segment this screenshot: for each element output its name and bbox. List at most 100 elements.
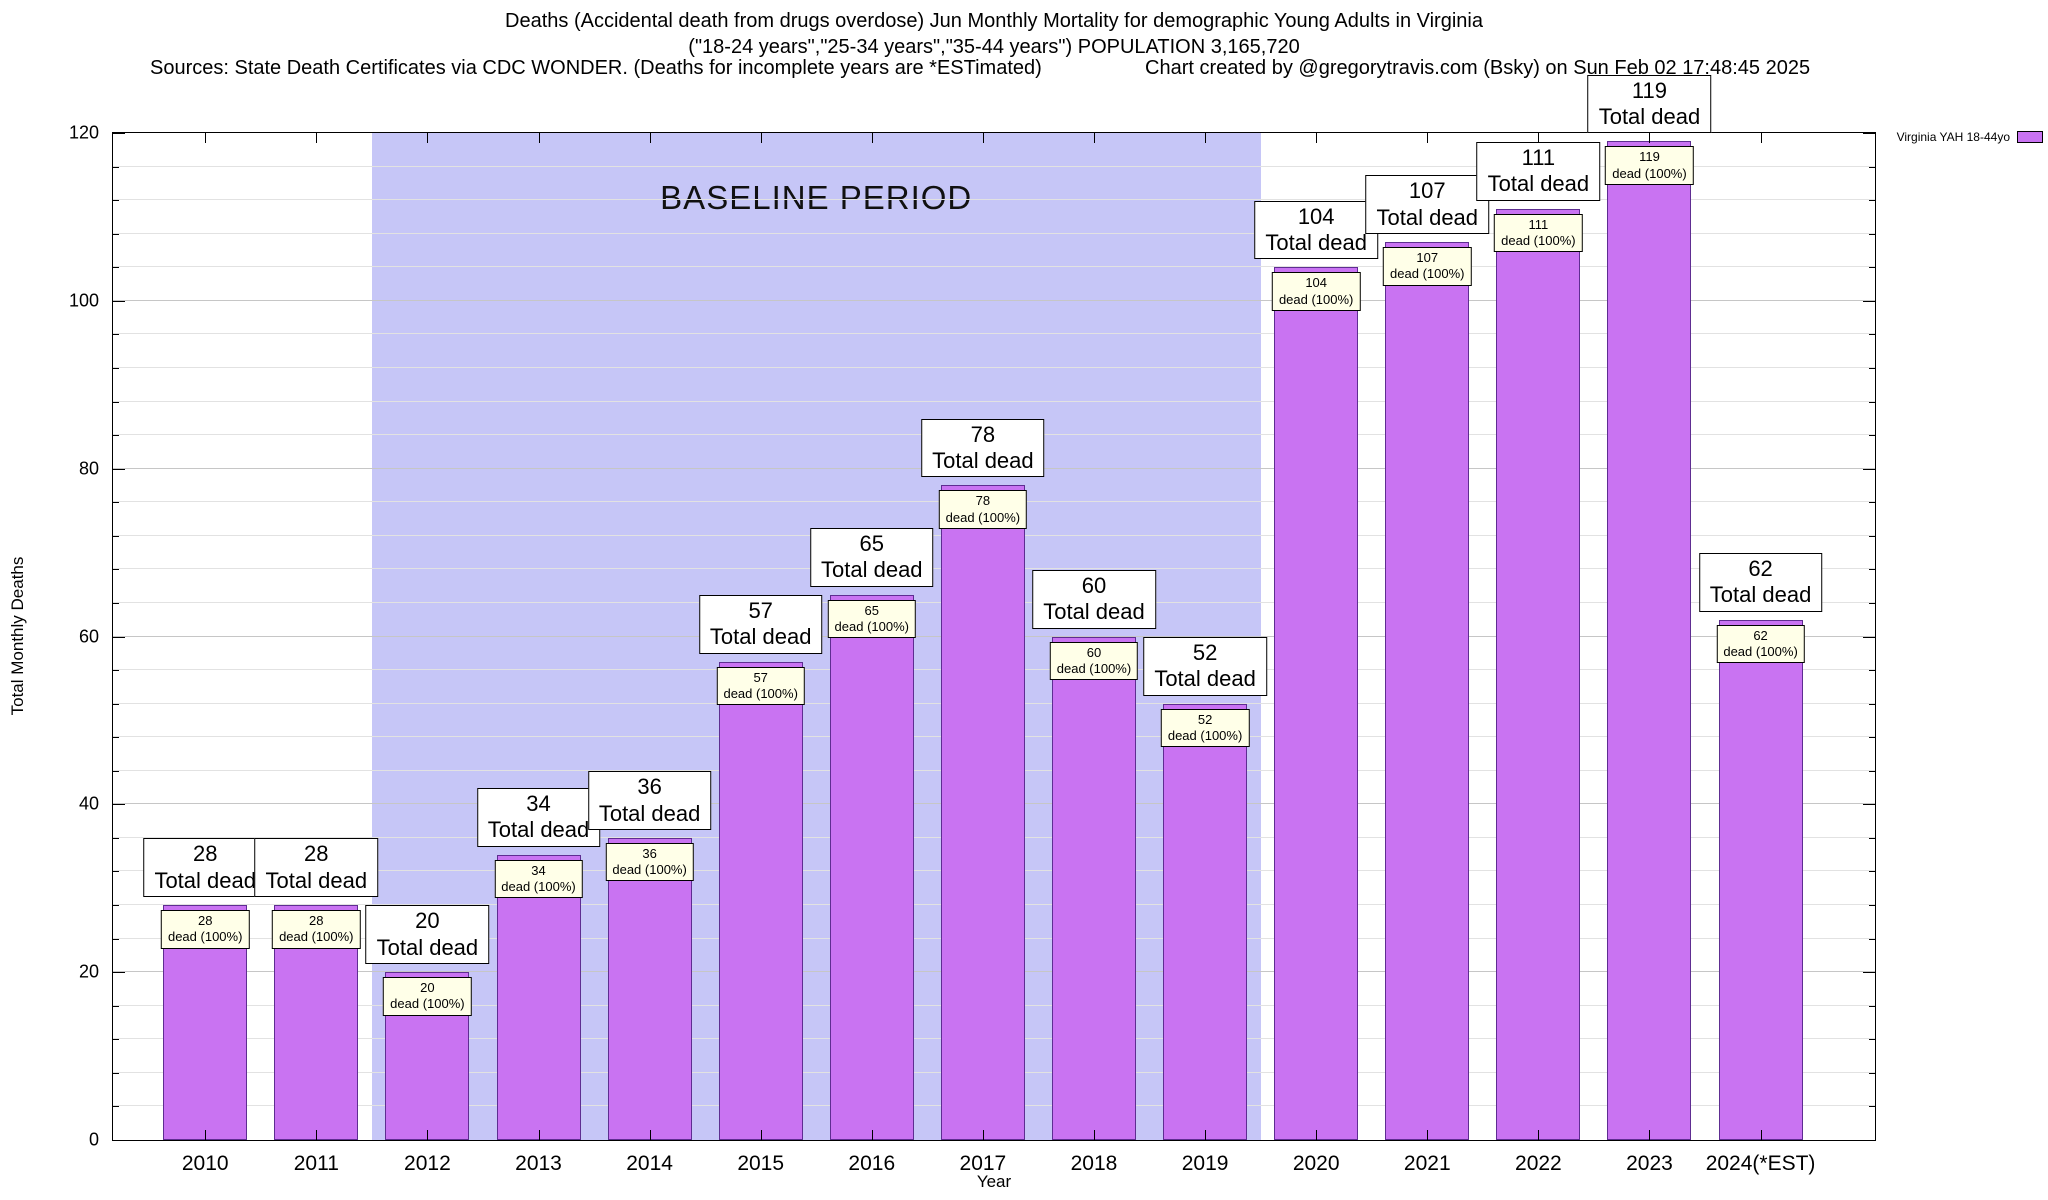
y-minor-tick-mark bbox=[1869, 435, 1875, 437]
bar-inner-label: 78 dead (100%) bbox=[938, 490, 1028, 529]
bar bbox=[607, 837, 692, 1140]
x-axis-title: Year bbox=[976, 1172, 1012, 1191]
x-tick-label: 2010 bbox=[181, 1152, 229, 1175]
y-tick-mark bbox=[1863, 468, 1875, 470]
y-minor-tick-mark bbox=[1869, 502, 1875, 504]
bar-inner-value: 107 bbox=[1416, 250, 1439, 266]
gridline bbox=[113, 333, 1875, 335]
bar-inner-label: 119 dead (100%) bbox=[1605, 146, 1694, 185]
sources-note: Sources: State Death Certificates via CD… bbox=[150, 57, 1042, 79]
legend-label: Virginia YAH 18-44yo bbox=[1896, 130, 2010, 144]
bar-inner-value: 62 bbox=[1753, 627, 1768, 643]
y-minor-tick-mark bbox=[113, 267, 119, 269]
y-minor-tick-mark bbox=[1869, 535, 1875, 537]
x-tick-label: 2016 bbox=[848, 1152, 896, 1175]
x-tick-mark bbox=[1316, 1130, 1318, 1140]
bar-inner-label: 60 dead (100%) bbox=[1049, 641, 1139, 680]
bar-total-suffix: Total dead bbox=[1265, 229, 1367, 255]
x-tick-mark bbox=[760, 1130, 762, 1140]
bar-inner-value: 104 bbox=[1305, 275, 1328, 291]
bar-total-value: 65 bbox=[859, 530, 885, 556]
x-tick-mark bbox=[1538, 1130, 1540, 1140]
y-minor-tick-mark bbox=[113, 737, 119, 739]
bar-total-suffix: Total dead bbox=[1709, 582, 1812, 608]
y-minor-tick-mark bbox=[113, 200, 119, 202]
bar-inner-value: 28 bbox=[197, 913, 213, 929]
bar-total-value: 111 bbox=[1521, 144, 1556, 170]
y-minor-tick-mark bbox=[113, 670, 119, 672]
y-axis-title: Total Monthly Deaths bbox=[8, 556, 27, 716]
bar-inner-suffix: dead (100%) bbox=[1056, 660, 1132, 676]
bar bbox=[829, 594, 914, 1140]
bar bbox=[1385, 242, 1470, 1140]
bar-inner-suffix: dead (100%) bbox=[945, 509, 1021, 525]
x-tick-label: 2014 bbox=[626, 1152, 673, 1175]
y-minor-tick-mark bbox=[1869, 1072, 1875, 1074]
credit-note: Chart created by @gregorytravis.com (Bsk… bbox=[1145, 57, 1811, 79]
bar-total-suffix: Total dead bbox=[154, 867, 256, 893]
y-tick-mark bbox=[1863, 804, 1875, 806]
y-minor-tick-mark bbox=[113, 905, 119, 907]
bar bbox=[496, 854, 581, 1140]
y-tick-label: 0 bbox=[88, 1129, 99, 1150]
y-minor-tick-mark bbox=[1869, 602, 1875, 604]
bar-inner-suffix: dead (100%) bbox=[1278, 291, 1354, 307]
y-minor-tick-mark bbox=[113, 401, 119, 403]
y-minor-tick-mark bbox=[113, 602, 119, 604]
bar-total-label: 111 Total dead bbox=[1476, 141, 1601, 201]
y-minor-tick-mark bbox=[113, 871, 119, 873]
y-minor-tick-mark bbox=[1869, 737, 1875, 739]
bar-total-value: 107 bbox=[1408, 178, 1446, 204]
bar-total-label: 34 Total dead bbox=[476, 787, 601, 847]
bar-total-value: 34 bbox=[526, 790, 551, 816]
bar-total-suffix: Total dead bbox=[598, 800, 701, 826]
bar bbox=[718, 661, 803, 1140]
bar-inner-value: 52 bbox=[1197, 711, 1213, 727]
bar-total-value: 36 bbox=[637, 774, 662, 800]
bar bbox=[1718, 619, 1803, 1140]
bar-inner-value: 36 bbox=[642, 845, 657, 861]
bar-inner-value: 60 bbox=[1086, 644, 1102, 660]
gridline bbox=[113, 232, 1875, 234]
y-tick-mark bbox=[1863, 300, 1875, 302]
bar-total-label: 78 Total dead bbox=[921, 418, 1045, 478]
x-tick-label: 2021 bbox=[1403, 1152, 1451, 1175]
bar-inner-label: 107 dead (100%) bbox=[1383, 247, 1472, 286]
bar-total-suffix: Total dead bbox=[709, 624, 812, 650]
bar bbox=[1607, 141, 1692, 1140]
bar-total-value: 52 bbox=[1192, 639, 1218, 665]
bar-inner-suffix: dead (100%) bbox=[279, 929, 354, 945]
bar-inner-suffix: dead (100%) bbox=[1612, 165, 1687, 181]
bar-total-label: 57 Total dead bbox=[698, 594, 823, 654]
x-tick-label: 2015 bbox=[737, 1152, 785, 1175]
y-minor-tick-mark bbox=[1869, 871, 1875, 873]
y-tick-label: 100 bbox=[68, 290, 99, 311]
y-minor-tick-mark bbox=[1869, 905, 1875, 907]
y-minor-tick-mark bbox=[113, 166, 119, 168]
bar bbox=[1163, 703, 1248, 1140]
y-minor-tick-mark bbox=[113, 837, 119, 839]
y-minor-tick-mark bbox=[1869, 703, 1875, 705]
y-minor-tick-mark bbox=[113, 938, 119, 940]
bar bbox=[940, 485, 1025, 1140]
y-tick-mark bbox=[113, 1140, 125, 1141]
y-minor-tick-mark bbox=[1869, 233, 1875, 235]
bar-inner-label: 57 dead (100%) bbox=[716, 666, 805, 706]
y-minor-tick-mark bbox=[1869, 770, 1875, 772]
bar-inner-value: 65 bbox=[864, 602, 880, 618]
x-tick-mark bbox=[1760, 133, 1762, 143]
y-minor-tick-mark bbox=[113, 569, 119, 571]
bar-inner-value: 119 bbox=[1639, 149, 1660, 165]
x-tick-mark bbox=[982, 1130, 984, 1140]
x-tick-mark bbox=[427, 133, 429, 143]
y-tick-mark bbox=[1863, 133, 1875, 134]
bar-inner-label: 36 dead (100%) bbox=[605, 842, 694, 882]
gridline bbox=[113, 199, 1875, 201]
x-tick-mark bbox=[649, 133, 651, 143]
y-minor-tick-mark bbox=[1869, 200, 1875, 202]
y-minor-tick-mark bbox=[113, 535, 119, 537]
bar-total-value: 28 bbox=[304, 841, 329, 867]
x-tick-mark bbox=[316, 133, 318, 143]
bar-total-suffix: Total dead bbox=[1043, 599, 1145, 625]
bar-inner-suffix: dead (100%) bbox=[390, 996, 465, 1012]
